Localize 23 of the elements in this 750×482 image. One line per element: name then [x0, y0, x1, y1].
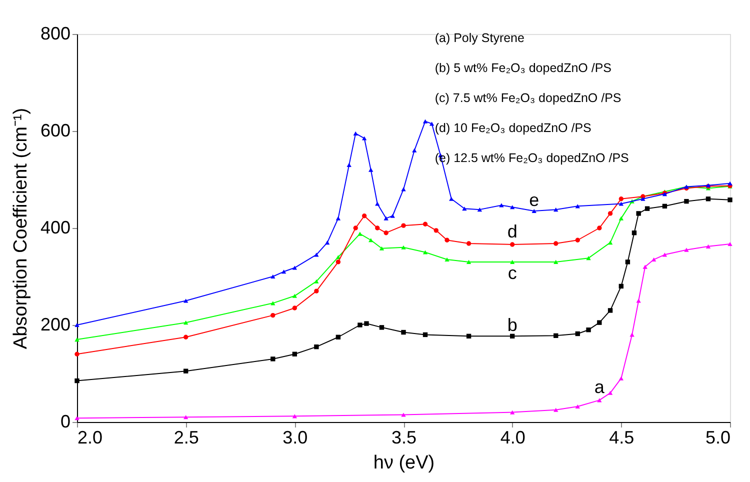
- x-tick-label: 2.0: [78, 428, 103, 448]
- annotation: (c) 7.5 wt% Fe₂O₃ dopedZnO /PS: [434, 91, 622, 105]
- y-axis-title: Absorption Coefficient (cm⁻¹): [10, 108, 32, 350]
- y-tick-label: 800: [40, 24, 70, 44]
- annotation: (a) Poly Styrene: [434, 31, 525, 45]
- series-label: e: [529, 190, 540, 210]
- y-tick-label: 600: [40, 120, 70, 140]
- series-label: b: [507, 315, 518, 336]
- x-axis-title: hν (eV): [373, 452, 435, 474]
- x-tick-label: 4.5: [609, 428, 634, 448]
- annotation: (d) 10 Fe₂O₃ dopedZnO /PS: [434, 121, 592, 135]
- series-label: d: [507, 221, 518, 242]
- series-label: c: [508, 262, 517, 283]
- annotation: (b) 5 wt% Fe₂O₃ dopedZnO /PS: [434, 61, 612, 75]
- x-tick-label: 3.0: [282, 428, 308, 448]
- x-tick-label: 4.0: [500, 428, 526, 448]
- y-tick-label: 400: [40, 218, 70, 238]
- x-tick-label: 5.0: [705, 428, 730, 448]
- y-tick-label: 0: [60, 412, 70, 432]
- x-tick-label: 3.5: [391, 428, 417, 448]
- series-label: a: [594, 377, 606, 398]
- x-tick-label: 2.5: [174, 428, 199, 448]
- y-tick-label: 200: [40, 314, 70, 334]
